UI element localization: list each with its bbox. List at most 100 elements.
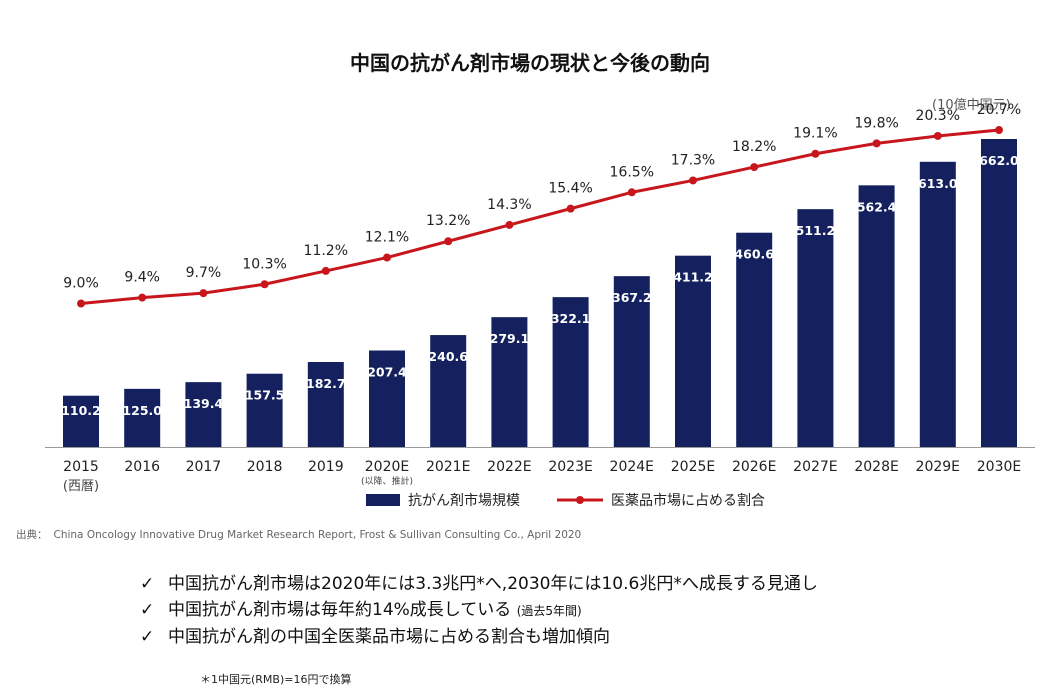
share-point: [321, 266, 330, 275]
bar-value-label: 322.1: [551, 311, 591, 326]
bullet-item: ✓ 中国抗がん剤市場は2020年には3.3兆円*へ,2030年には10.6兆円*へ…: [140, 571, 818, 597]
bullet-text: 中国抗がん剤市場は2020年には3.3兆円*へ,2030年には10.6兆円*へ成…: [168, 574, 818, 594]
x-tick-label: 2023E: [548, 459, 592, 475]
bar: [797, 209, 834, 447]
bullet-text: 中国抗がん剤市場は毎年約14%成長している: [168, 600, 512, 620]
bar-value-label: 125.0: [122, 403, 162, 418]
bars-layer: 110.2 125.0 139.4 157.5 182.7 207.4 240.6 279.1…: [61, 139, 1019, 447]
bar-value-label: 207.4: [367, 365, 407, 380]
bar: [246, 373, 283, 447]
share-point: [750, 163, 759, 172]
x-tick-note: (以降、推計): [361, 475, 413, 487]
legend-bar-label: 抗がん剤市場規模: [408, 492, 520, 509]
line-layer: 9.0% 9.4% 9.7% 10.3% 11.2% 12.1% 13.2% 14.3% 15.…: [63, 102, 1021, 308]
share-point: [199, 289, 208, 298]
share-point: [260, 280, 269, 289]
share-point: [933, 131, 942, 140]
bullet-list: ✓ 中国抗がん剤市場は2020年には3.3兆円*へ,2030年には10.6兆円*へ…: [140, 571, 818, 650]
bar: [736, 232, 773, 447]
bar: [307, 361, 344, 447]
share-label: 19.8%: [854, 115, 898, 131]
share-point: [627, 188, 636, 197]
x-tick-label: 2020E: [365, 459, 409, 475]
bar-value-label: 157.5: [245, 388, 285, 403]
legend-bar-swatch: [366, 494, 400, 506]
share-label: 10.3%: [242, 256, 286, 272]
share-label: 12.1%: [365, 230, 409, 246]
bar-value-label: 367.2: [612, 290, 652, 305]
share-label: 13.2%: [426, 213, 470, 229]
legend-line-label: 医薬品市場に占める割合: [611, 492, 765, 509]
share-point: [689, 176, 697, 185]
bar-value-label: 613.0: [918, 176, 958, 191]
bar: [858, 185, 895, 447]
source-citation: 出典： China Oncology Innovative Drug Market…: [16, 527, 581, 542]
chart-title: 中国の抗がん剤市場の現状と今後の動向: [350, 51, 710, 75]
chart-area: 110.2 125.0 139.4 157.5 182.7 207.4 240.6 279.1…: [45, 102, 1035, 509]
bullet-item: ✓ 中国抗がん剤市場は毎年約14%成長している (過去5年間): [140, 597, 818, 624]
share-label: 14.3%: [487, 197, 531, 213]
bar-value-label: 279.1: [490, 331, 530, 346]
bullet-note: (過去5年間): [516, 604, 582, 618]
share-label: 17.3%: [671, 152, 715, 168]
bar: [552, 297, 589, 447]
bar-value-label: 511.2: [796, 223, 836, 238]
bar: [981, 139, 1017, 447]
share-label: 11.2%: [304, 243, 348, 259]
share-point: [77, 299, 85, 308]
x-tick-label: 2024E: [610, 459, 654, 475]
unit-label: (10億中国元): [932, 98, 1011, 113]
share-point: [811, 149, 820, 158]
x-tick-label: 2018: [247, 459, 283, 475]
bar-value-label: 240.6: [428, 349, 468, 364]
share-label: 16.5%: [610, 164, 654, 180]
x-tick-label: 2016: [124, 459, 160, 475]
share-label: 9.4%: [124, 270, 160, 286]
x-tick-label: 2017: [186, 459, 222, 475]
bar: [613, 276, 650, 447]
footnote: ＊1中国元(RMB)=16円で換算: [200, 673, 352, 686]
share-point: [138, 293, 147, 302]
share-point: [444, 237, 453, 246]
share-label: 18.2%: [732, 139, 776, 155]
share-point: [872, 139, 881, 148]
share-label: 20.3%: [916, 108, 960, 124]
share-label: 9.0%: [63, 276, 99, 292]
bar: [919, 161, 956, 447]
bar: [124, 388, 161, 447]
x-tick-label: 2029E: [916, 459, 960, 475]
x-tick-label: 2022E: [487, 459, 531, 475]
bar: [491, 317, 528, 447]
check-icon: ✓: [140, 574, 155, 594]
legend: 抗がん剤市場規模 医薬品市場に占める割合: [366, 492, 765, 509]
check-icon: ✓: [140, 600, 155, 620]
bar-value-label: 411.2: [673, 270, 713, 285]
share-point: [383, 253, 391, 262]
bar-value-label: 139.4: [184, 396, 224, 411]
share-point: [566, 204, 575, 213]
x-tick-label: 2028E: [854, 459, 898, 475]
legend-line-marker: [576, 496, 584, 504]
x-tick-note: (西暦): [63, 479, 99, 494]
bar-value-label: 662.0: [979, 153, 1019, 168]
x-axis: 2015 (西暦) 2016 2017 2018 2019 2020E(以降、推計) 2021…: [45, 447, 1035, 494]
source-text: China Oncology Innovative Drug Market Re…: [53, 529, 582, 541]
share-line: [80, 128, 1000, 306]
x-tick-label: 2015: [63, 459, 99, 475]
x-tick-label: 2030E: [977, 459, 1021, 475]
share-point: [505, 220, 514, 229]
bar: [675, 255, 711, 447]
bullet-item: ✓ 中国抗がん剤の中国全医薬品市場に占める割合も増加傾向: [140, 624, 818, 650]
x-tick-label: 2026E: [732, 459, 776, 475]
share-label: 9.7%: [186, 265, 222, 281]
x-tick-label: 2027E: [793, 459, 837, 475]
x-tick-label: 2025E: [671, 459, 715, 475]
check-icon: ✓: [140, 627, 155, 647]
bar: [430, 335, 467, 447]
bar-value-label: 110.2: [61, 403, 101, 418]
share-point: [995, 126, 1003, 135]
bar: [369, 350, 405, 447]
bar-value-label: 182.7: [306, 376, 346, 391]
share-label: 15.4%: [548, 181, 592, 197]
bar: [63, 395, 99, 447]
